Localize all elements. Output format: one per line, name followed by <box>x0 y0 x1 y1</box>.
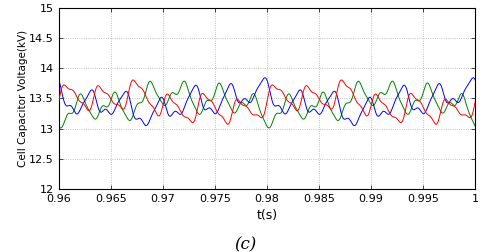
Y-axis label: Cell Capacitor Voltage(kV): Cell Capacitor Voltage(kV) <box>18 30 28 167</box>
Text: (c): (c) <box>234 236 256 252</box>
X-axis label: t(s): t(s) <box>256 209 278 223</box>
